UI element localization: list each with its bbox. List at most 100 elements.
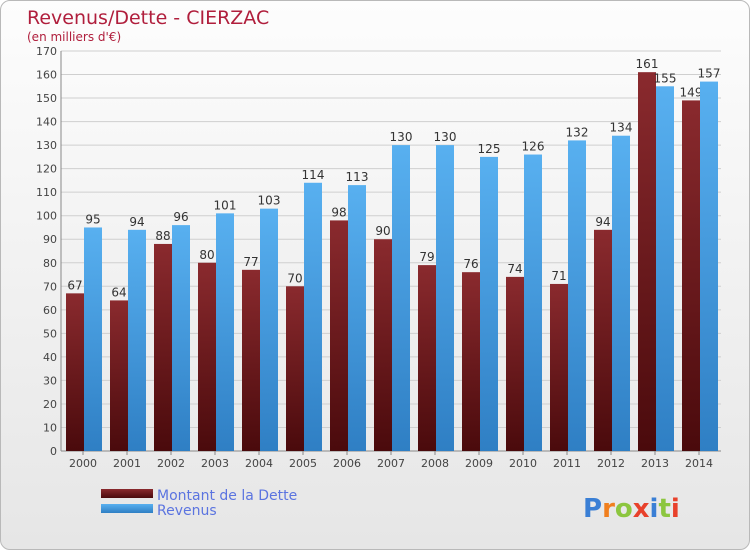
logo-letter: t [658,494,670,524]
proxiti-logo: Proxiti [583,494,680,524]
y-tick-label: 110 [36,186,57,199]
x-tick-label: 2008 [421,457,449,470]
revenue-value-label: 126 [522,140,545,154]
y-tick-label: 30 [43,374,57,387]
debt-bar [198,262,216,451]
y-tick-label: 130 [36,139,57,152]
revenue-bar [436,145,454,451]
debt-value-label: 77 [243,255,258,269]
revenue-bar [612,135,630,452]
revenue-value-label: 130 [390,130,413,144]
debt-value-label: 161 [636,57,659,71]
logo-letter: P [583,494,602,524]
legend-swatch-revenue [101,504,153,513]
y-tick-label: 10 [43,421,57,434]
revenue-value-label: 113 [346,170,369,184]
y-tick-label: 140 [36,116,57,129]
y-tick-label: 60 [43,304,57,317]
y-tick-label: 40 [43,351,57,364]
y-tick-label: 160 [36,69,57,82]
debt-value-label: 71 [551,269,566,283]
revenue-value-label: 95 [85,212,100,226]
y-tick-label: 50 [43,327,57,340]
revenue-value-label: 103 [258,194,281,208]
x-tick-label: 2012 [597,457,625,470]
logo-letter: x [633,494,650,524]
revenue-bar [480,156,498,451]
debt-bar [66,293,84,451]
x-tick-label: 2009 [465,457,493,470]
x-tick-label: 2005 [289,457,317,470]
revenue-value-label: 94 [129,215,144,229]
legend-label-debt: Montant de la Dette [157,488,297,504]
revenue-bar [84,227,102,451]
logo-letter: o [615,494,633,524]
revenue-bar [568,140,586,452]
debt-bar [550,283,568,451]
debt-value-label: 67 [67,278,82,292]
revenue-value-label: 132 [566,125,589,139]
debt-value-label: 74 [507,262,522,276]
debt-bar [110,300,128,451]
y-tick-label: 150 [36,92,57,105]
revenue-value-label: 125 [478,142,501,156]
x-tick-label: 2002 [157,457,185,470]
debt-value-label: 70 [287,271,302,285]
legend-label-revenue: Revenus [157,503,217,519]
proxiti-logo-text: Proxiti [583,494,680,524]
debt-value-label: 79 [419,250,434,264]
y-tick-label: 170 [36,45,57,58]
revenue-bar [700,81,718,452]
revenue-bar [128,229,146,451]
x-tick-label: 2004 [245,457,273,470]
revenue-value-label: 157 [698,67,721,81]
y-tick-label: 100 [36,210,57,223]
revenue-bar [260,208,278,451]
logo-letter: i [650,494,659,524]
debt-value-label: 149 [680,85,703,99]
x-tick-label: 2007 [377,457,405,470]
y-tick-label: 120 [36,163,57,176]
debt-bar [682,100,700,451]
debt-bar [286,286,304,451]
debt-bar [374,239,392,451]
y-tick-label: 0 [50,445,57,458]
y-tick-label: 70 [43,280,57,293]
debt-bar [462,272,480,451]
revenue-value-label: 96 [173,210,188,224]
revenue-bar [524,154,542,451]
debt-bar [242,269,260,451]
revenue-bar [656,86,674,451]
debt-value-label: 80 [199,248,214,262]
debt-bar [638,72,656,452]
x-tick-label: 2006 [333,457,361,470]
debt-bar [418,265,436,451]
debt-value-label: 88 [155,229,170,243]
x-tick-label: 2003 [201,457,229,470]
y-tick-label: 20 [43,398,57,411]
debt-value-label: 98 [331,205,346,219]
revenue-bar [348,185,366,451]
debt-bar [594,229,612,451]
x-tick-label: 2010 [509,457,537,470]
debt-value-label: 90 [375,224,390,238]
y-tick-label: 90 [43,233,57,246]
debt-value-label: 76 [463,257,478,271]
legend-swatch-debt [101,489,153,498]
revenue-value-label: 155 [654,71,677,85]
x-tick-label: 2001 [113,457,141,470]
x-tick-label: 2014 [685,457,713,470]
chart-title: Revenus/Dette - CIERZAC [27,7,269,29]
x-axis-ticks: 2000 2001 2002 2003 2004 2005 2006 2007 2008 2009… [69,451,713,470]
chart-subtitle: (en milliers d'€) [27,30,121,44]
logo-letter: i [671,494,680,524]
revenue-bar [172,225,190,451]
debt-value-label: 64 [111,285,126,299]
y-tick-label: 80 [43,257,57,270]
debt-bar [330,220,348,451]
revenue-value-label: 130 [434,130,457,144]
